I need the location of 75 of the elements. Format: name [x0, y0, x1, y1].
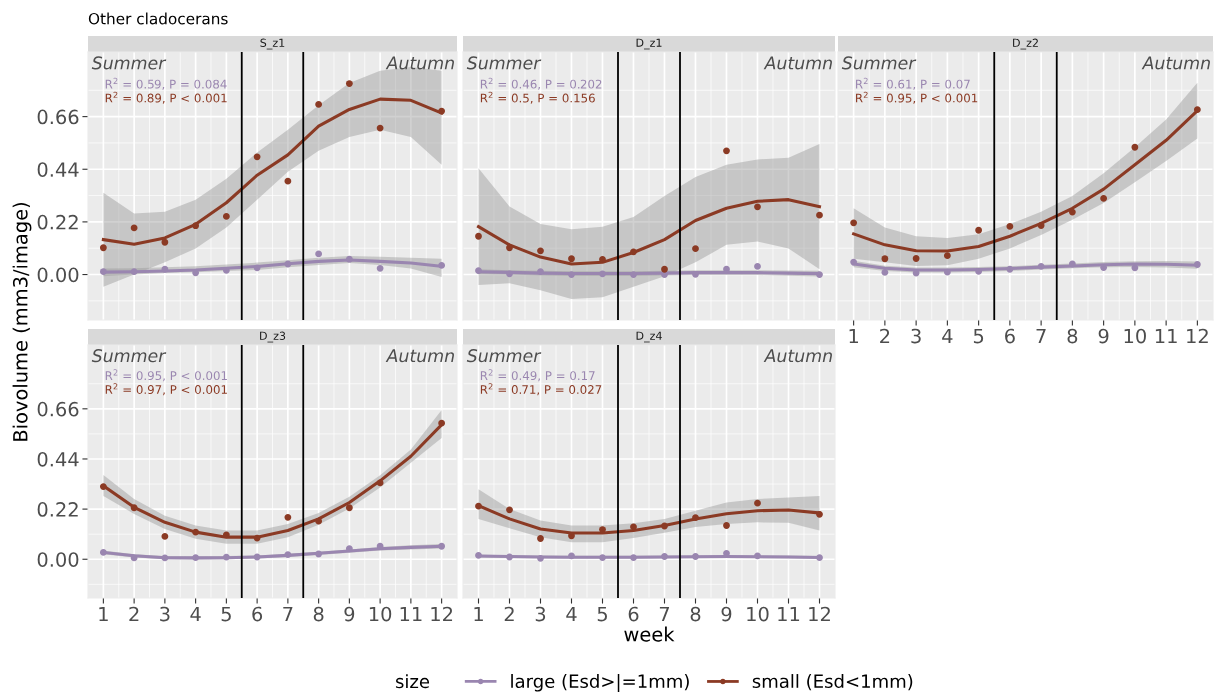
y-tick-label: 0.44 — [37, 162, 79, 177]
x-tick-label: 4 — [566, 606, 577, 622]
annotation: R$^{2}$ = 0.71, P = 0.027 — [480, 383, 602, 396]
x-tick-label: 10 — [747, 606, 769, 622]
annotation: R$^{2}$ = 0.59, P = 0.084 — [105, 77, 227, 90]
x-tick-label: 3 — [160, 606, 170, 622]
annotation: Autumn — [385, 56, 454, 70]
x-tick-label: 9 — [1098, 328, 1109, 344]
x-tick-label: 11 — [778, 606, 800, 622]
annotation: R$^{2}$ = 0.97, P < 0.001 — [105, 383, 227, 396]
annotation: R$^{2}$ = 0.46, P = 0.202 — [480, 77, 602, 90]
x-tick-label: 9 — [721, 606, 732, 622]
y-tick-label: 0.00 — [37, 552, 79, 567]
x-tick-label: 5 — [597, 606, 607, 622]
text: week — [624, 626, 675, 642]
y-tick-label: 0.00 — [37, 267, 79, 283]
annotation: Autumn — [763, 349, 832, 363]
x-tick-label: 4 — [942, 328, 953, 344]
x-tick-label: 12 — [809, 606, 830, 622]
annotation: Summer — [91, 349, 167, 363]
annotation: Autumn — [763, 56, 832, 70]
annotation: R$^{2}$ = 0.95, P < 0.001 — [105, 369, 227, 382]
x-tick-label: 2 — [129, 606, 139, 622]
x-tick-label: 2 — [880, 328, 890, 344]
y-tick-label: 0.22 — [37, 214, 78, 230]
x-tick-label: 12 — [431, 606, 453, 622]
x-tick-label: 5 — [221, 606, 231, 622]
y-tick-label: 0.66 — [37, 109, 79, 125]
x-tick-label: 1 — [474, 606, 483, 622]
x-tick-label: 6 — [252, 606, 263, 622]
annotation: R$^{2}$ = 0.5, P = 0.156 — [480, 91, 595, 104]
x-tick-label: 4 — [190, 606, 201, 622]
y-tick-label: 0.44 — [37, 451, 79, 467]
x-tick-label: 11 — [400, 606, 422, 622]
annotation: Autumn — [385, 349, 454, 363]
x-tick-label: 1 — [99, 606, 108, 622]
x-tick-label: 9 — [344, 606, 355, 622]
y-tick-label: 0.22 — [37, 502, 78, 517]
annotation: Summer — [841, 56, 917, 70]
x-tick-label: 3 — [535, 606, 546, 622]
x-tick-label: 8 — [313, 606, 324, 622]
x-tick-label: 6 — [1005, 328, 1015, 344]
annotation: Autumn — [1141, 56, 1210, 70]
chart-title: D_z2 — [1013, 38, 1038, 50]
chart-title: D_z1 — [636, 38, 662, 50]
x-tick-label: 8 — [1067, 328, 1078, 344]
annotation: Summer — [91, 56, 167, 70]
text: Other cladocerans — [88, 12, 228, 25]
x-tick-label: 10 — [1124, 328, 1146, 344]
x-tick-label: 12 — [1187, 328, 1208, 344]
annotation: Summer — [466, 56, 542, 70]
x-tick-label: 10 — [369, 606, 392, 622]
legend-label: large (Esd>|=1mm) — [511, 673, 689, 693]
annotation: R$^{2}$ = 0.89, P < 0.001 — [105, 91, 227, 104]
chart-title: S_z1 — [260, 38, 285, 50]
x-tick-label: 8 — [690, 606, 701, 622]
annotation: R$^{2}$ = 0.49, P = 0.17 — [480, 369, 595, 382]
legend-label: small (Esd<1mm) — [752, 674, 913, 691]
x-tick-label: 7 — [283, 606, 293, 622]
x-tick-label: 5 — [973, 328, 984, 344]
y-tick-label: 0.66 — [37, 401, 79, 417]
chart-title: D_z4 — [636, 331, 662, 343]
x-tick-label: 6 — [628, 606, 639, 622]
annotation: R$^{2}$ = 0.95, P < 0.001 — [856, 91, 978, 104]
x-tick-label: 3 — [911, 328, 921, 344]
x-tick-label: 7 — [1036, 328, 1046, 344]
x-tick-label: 11 — [1155, 328, 1177, 344]
x-tick-label: 1 — [849, 328, 859, 344]
annotation: R$^{2}$ = 0.61, P = 0.07 — [856, 77, 970, 90]
x-tick-label: 2 — [504, 606, 514, 622]
legend-title: size — [395, 674, 430, 689]
chart-title: D_z3 — [260, 331, 286, 343]
x-tick-label: 7 — [659, 606, 670, 622]
text: Biovolume (mm3/image) — [12, 202, 32, 441]
annotation: Summer — [466, 349, 542, 363]
